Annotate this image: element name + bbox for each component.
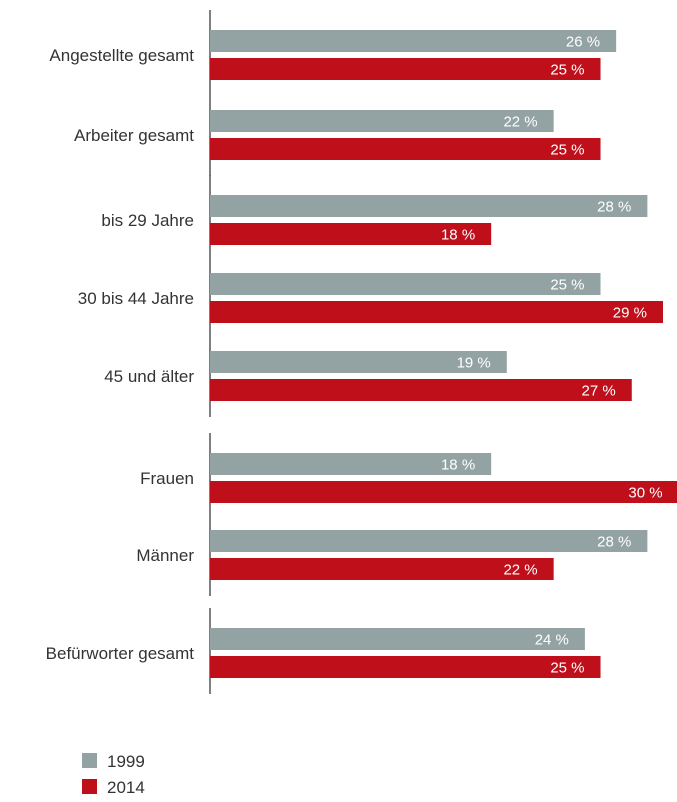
bar-2014 [210,58,601,80]
data-label: 24 % [535,632,569,649]
bar-1999 [210,273,601,295]
bar-1999 [210,628,585,650]
data-label: 29 % [613,305,647,322]
data-label: 22 % [503,114,537,131]
data-label: 26 % [566,34,600,51]
data-label: 25 % [550,142,584,159]
bar-2014 [210,656,601,678]
data-label: 25 % [550,62,584,79]
bar-1999 [210,30,617,52]
category-label: bis 29 Jahre [101,211,194,230]
legend-swatch-1999 [82,753,97,768]
category-labels: Angestellte gesamt Arbeiter gesamt bis 29 … [46,46,195,663]
bar-2014 [210,379,632,401]
bar-1999 [210,195,648,217]
bar-1999 [210,351,507,373]
bars: 26 % 22 % 28 % 25 % 19 % 18 % 28 % 24 % 25 % 25 %… [210,30,677,678]
legend-label: 2014 [107,778,145,797]
category-label: Arbeiter gesamt [74,126,194,145]
category-label: Männer [136,546,194,565]
data-label: 27 % [582,383,616,400]
category-label: 45 und älter [104,367,194,386]
data-label: 18 % [441,457,475,474]
bar-1999 [210,530,648,552]
bar-2014 [210,138,601,160]
category-label: Befürworter gesamt [46,644,195,663]
data-label: 30 % [628,485,662,502]
legend-label: 1999 [107,752,145,771]
legend-swatch-2014 [82,779,97,794]
legend: 1999 2014 [82,752,145,797]
bar-2014 [210,558,554,580]
data-label: 28 % [597,199,631,216]
bar-1999 [210,453,492,475]
data-label: 22 % [503,562,537,579]
category-label: Angestellte gesamt [49,46,194,65]
data-label: 18 % [441,227,475,244]
bar-2014 [210,301,663,323]
data-label: 25 % [550,660,584,677]
bar-2014 [210,223,492,245]
data-label: 25 % [550,277,584,294]
data-label: 28 % [597,534,631,551]
category-label: 30 bis 44 Jahre [78,289,194,308]
category-label: Frauen [140,469,194,488]
bar-1999 [210,110,554,132]
bar-2014 [210,481,677,503]
data-label: 19 % [457,355,491,372]
